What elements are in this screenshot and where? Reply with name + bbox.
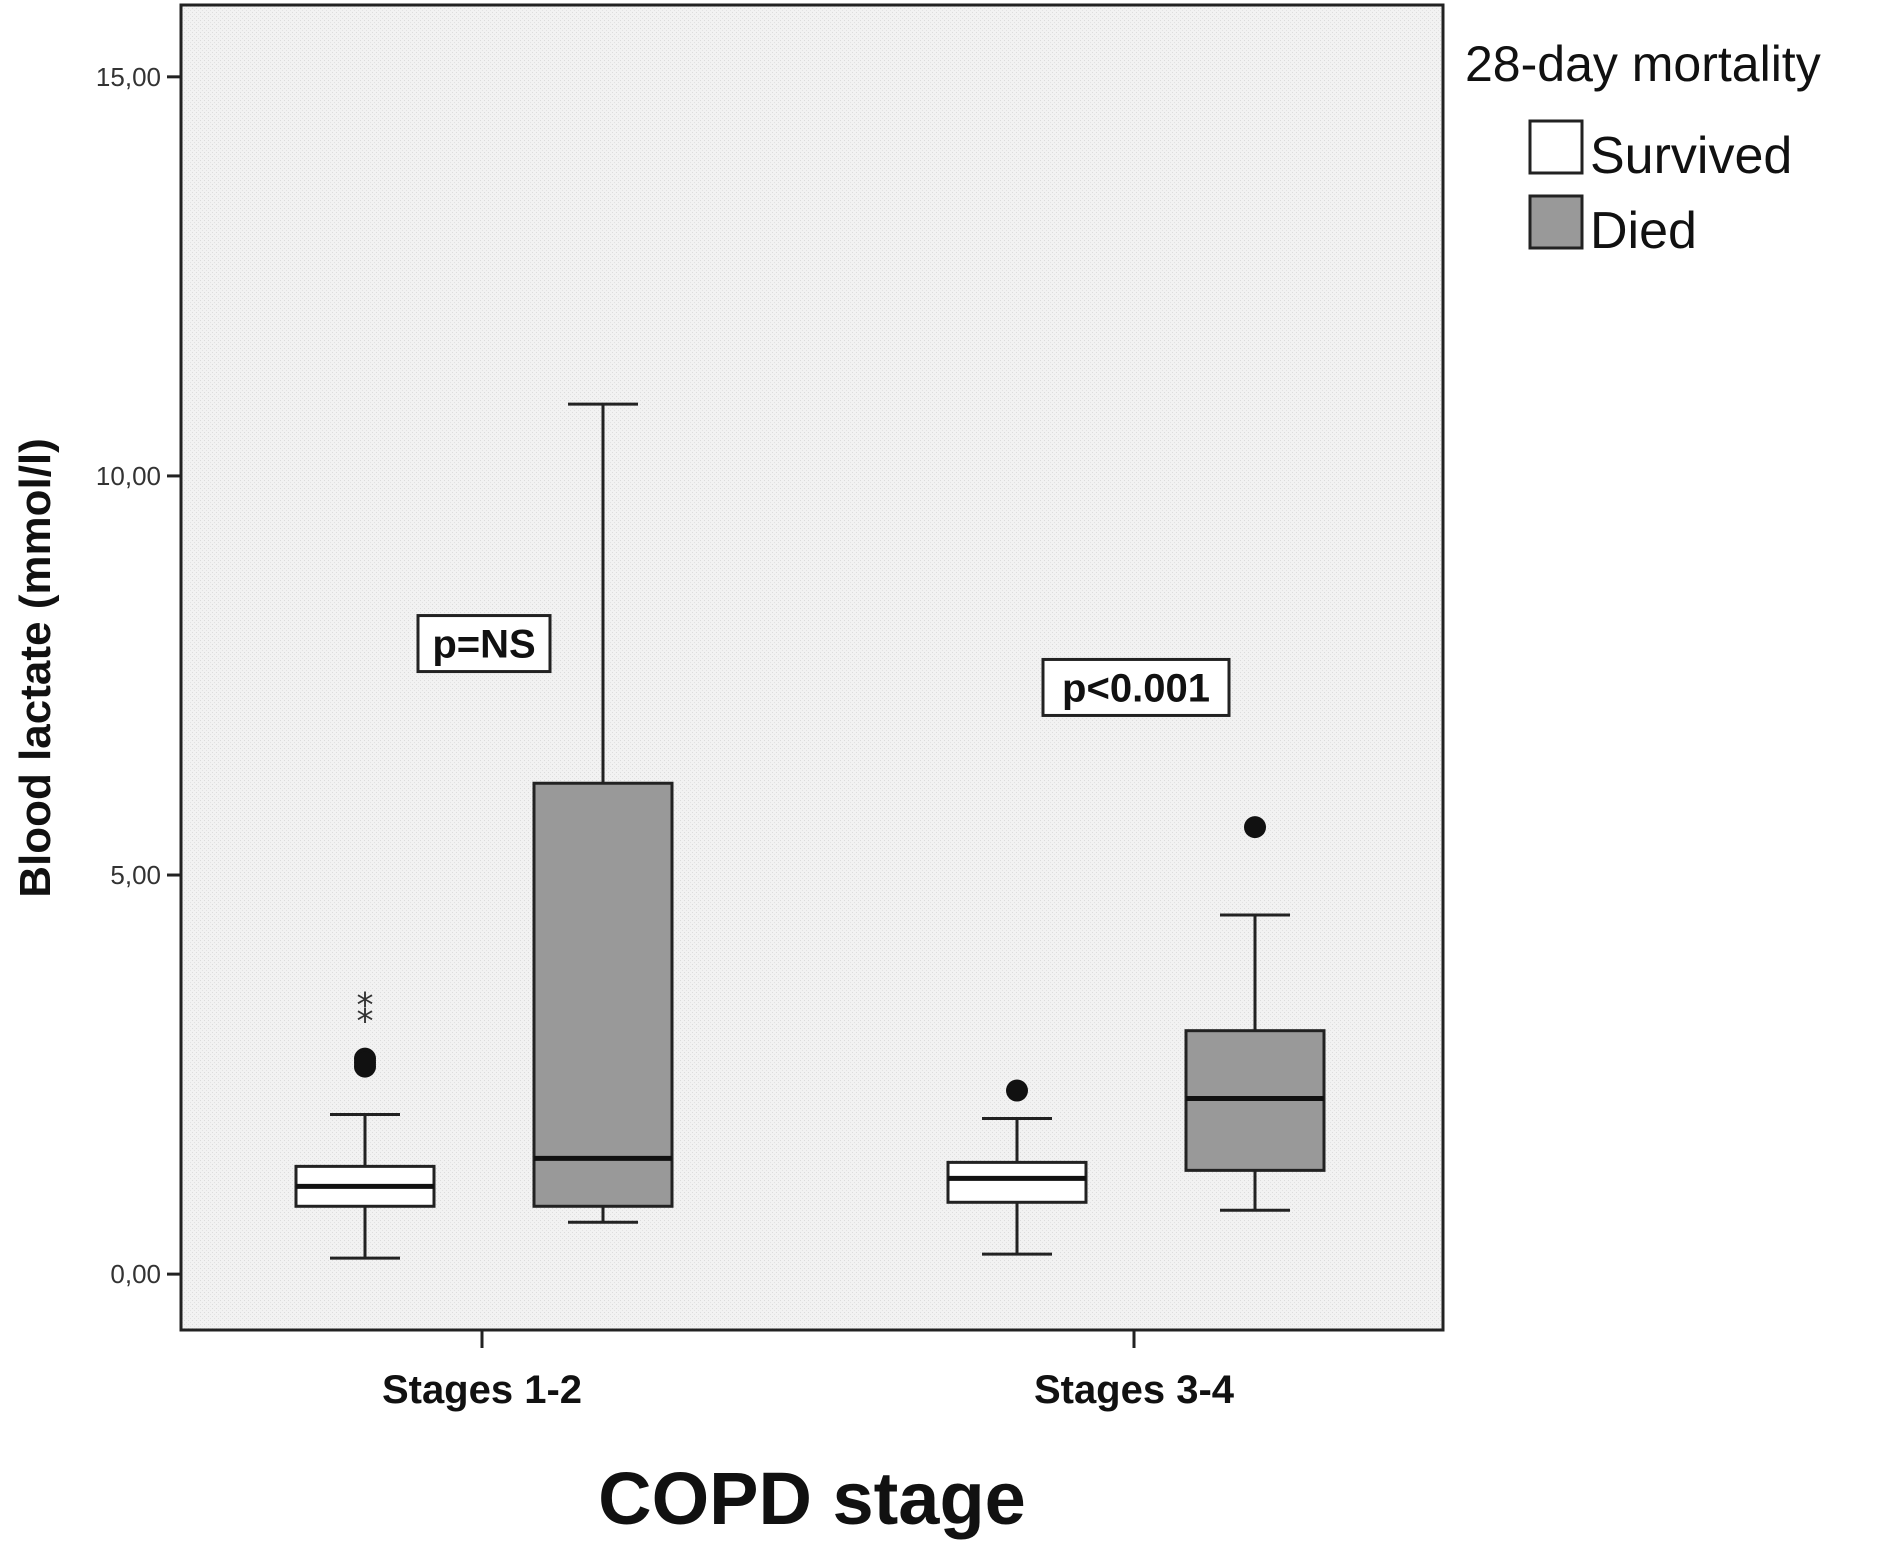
outlier-point [1006, 1079, 1028, 1102]
p-value-annotation: p=NS [416, 614, 552, 674]
p-value-annotation: p<0.001 [1041, 657, 1231, 717]
x-axis-title: COPD stage [598, 1457, 1026, 1540]
y-tick-label: 10,00 [96, 461, 161, 491]
box-iqr [532, 781, 674, 1208]
annotations: p=NS p<0.001 [416, 614, 1231, 717]
legend-swatch-died [1528, 194, 1584, 250]
annotation-box [416, 614, 552, 674]
y-tick-label: 0,00 [110, 1259, 161, 1289]
x-axis: Stages 1-2 Stages 3-4 [382, 1330, 1235, 1412]
annotation-text: p=NS [432, 623, 535, 667]
y-tick-label: 5,00 [110, 860, 161, 890]
x-tick-label: Stages 3-4 [1034, 1368, 1235, 1412]
box-died-2 [1184, 816, 1326, 1212]
outlier-point [1244, 816, 1266, 839]
extreme-point: * [357, 1002, 374, 1042]
y-axis: 0,00 5,00 10,00 15,00 [96, 62, 181, 1289]
legend-swatch-survived [1528, 119, 1584, 175]
x-tick-label: Stages 1-2 [382, 1368, 582, 1412]
box-survived-1: ** [294, 986, 436, 1260]
legend-label-survived: Survived [1590, 127, 1792, 185]
box-died-1 [532, 402, 674, 1224]
legend-title: 28-day mortality [1465, 36, 1821, 92]
outlier-point [354, 1051, 376, 1074]
extreme-point: * [357, 986, 374, 1026]
y-axis-title: Blood lactate (mmol/l) [11, 438, 60, 898]
y-tick-label: 15,00 [96, 62, 161, 92]
box-iqr [946, 1160, 1088, 1204]
legend: 28-day mortality Survived Died [1465, 36, 1821, 260]
annotation-text: p<0.001 [1062, 666, 1210, 710]
box-survived-2 [946, 1079, 1088, 1256]
box-series: ** [294, 402, 1326, 1260]
annotation-box [1041, 657, 1231, 717]
legend-label-died: Died [1590, 202, 1697, 260]
